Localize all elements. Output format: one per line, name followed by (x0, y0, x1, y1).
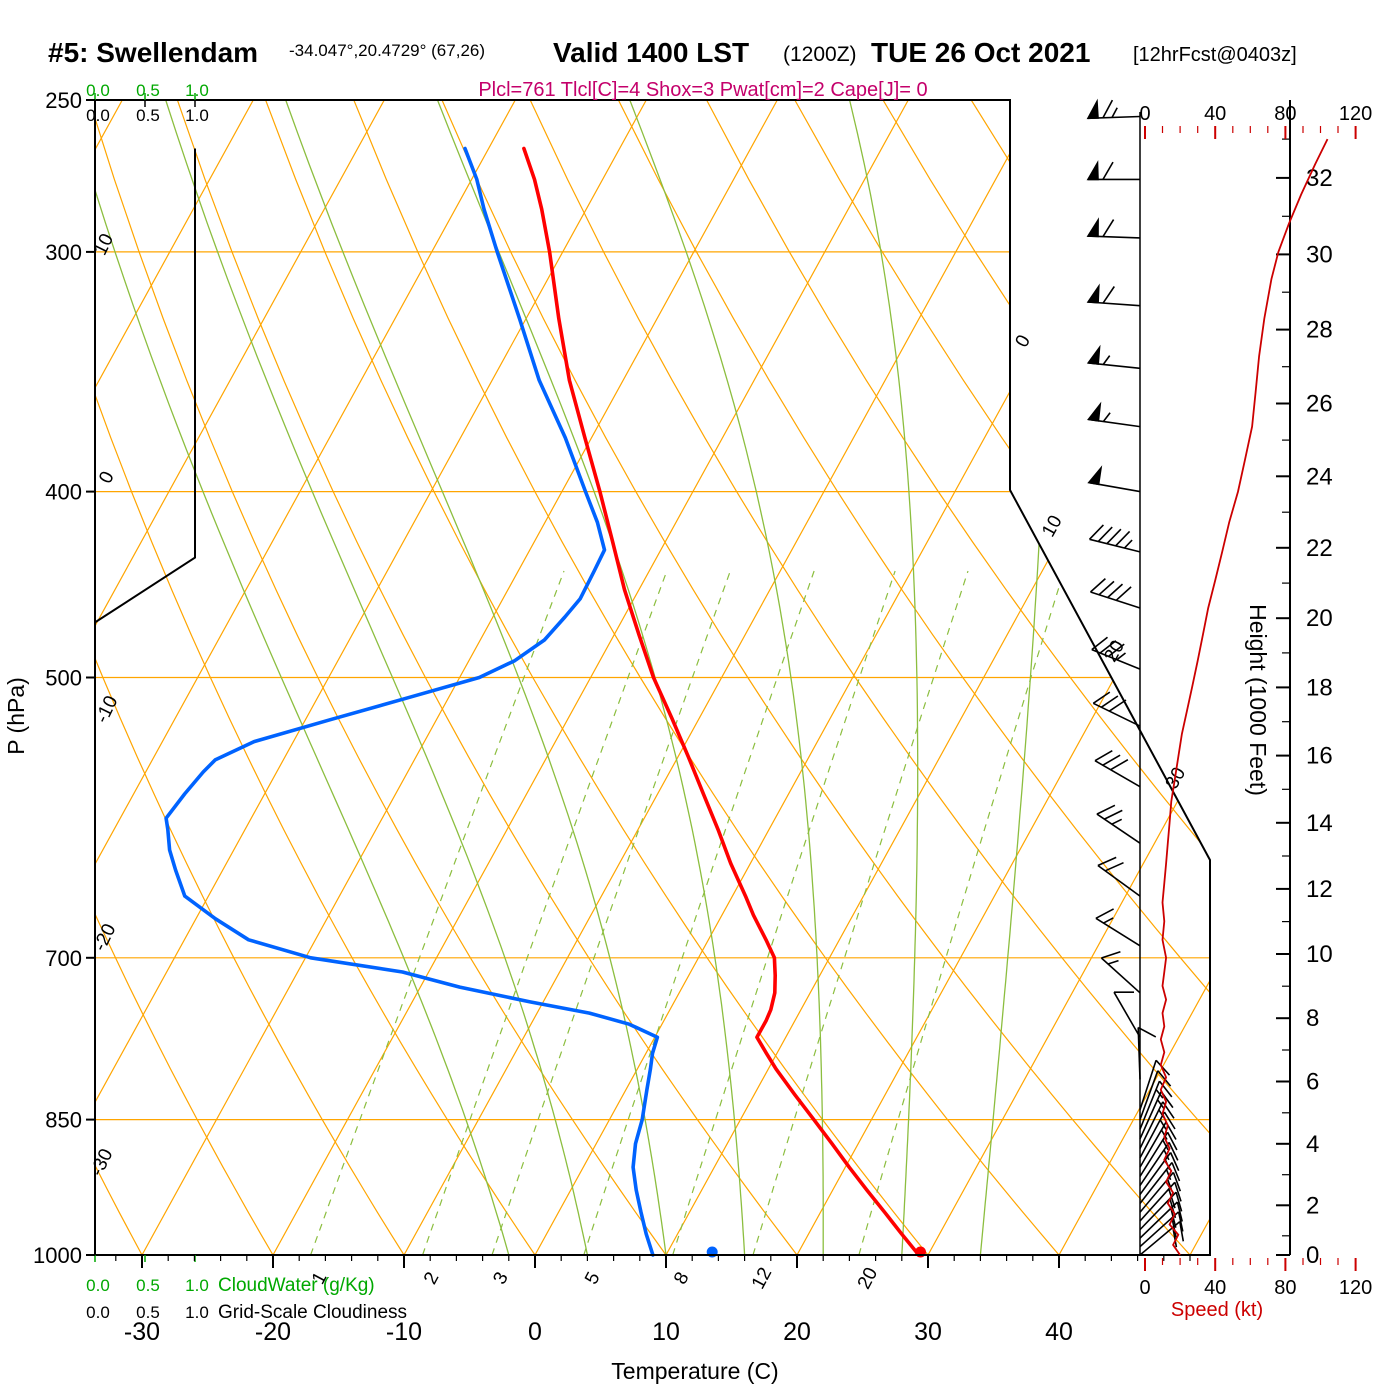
temperature-tick-label: -10 (386, 1318, 422, 1346)
isotherm-label: 0 (1012, 332, 1035, 351)
cloudiness-scale-05: 0.5 (136, 106, 160, 125)
height-tick-label: 10 (1306, 941, 1333, 968)
cloudwater-axis-label: CloudWater (g/Kg) (218, 1275, 375, 1296)
temperature-tick-label: 0 (528, 1318, 542, 1346)
height-tick-label: 30 (1306, 241, 1333, 268)
temperature-tick-label: 30 (914, 1318, 942, 1346)
pressure-tick-label: 250 (45, 88, 82, 113)
mixing-ratio-label: 2 (420, 1269, 444, 1288)
title-coordinates: -34.047°,20.4729° (67,26) (289, 41, 485, 60)
height-tick-label: 32 (1306, 165, 1333, 192)
height-tick-label: 24 (1306, 463, 1333, 490)
cloudwater-scale-0: 0.0 (86, 81, 110, 100)
temperature-tick-label: 10 (652, 1318, 680, 1346)
mixing-ratio-label: 20 (854, 1264, 882, 1293)
mixing-ratio-label: 8 (670, 1269, 694, 1288)
cloudiness-bottom-0: 0.0 (86, 1303, 110, 1322)
temperature-axis-label: Temperature (C) (611, 1358, 778, 1384)
sounding-indices-line: Plcl=761 Tlcl[C]=4 Shox=3 Pwat[cm]=2 Cap… (478, 79, 927, 101)
title-date: TUE 26 Oct 2021 (871, 37, 1090, 68)
cloudwater-scale-1: 1.0 (185, 81, 209, 100)
mixing-ratio-lines (310, 570, 1065, 1255)
speed-tick-label-bottom: 0 (1139, 1277, 1150, 1299)
cloudiness-curve (94, 148, 196, 624)
height-tick-label: 14 (1306, 810, 1333, 837)
height-tick-label: 18 (1306, 674, 1333, 701)
pressure-tick-label: 300 (45, 240, 82, 265)
pressure-tick-label: 500 (45, 666, 82, 691)
temperature-tick-label: 20 (783, 1318, 811, 1346)
mixing-ratio-label: 3 (489, 1269, 513, 1288)
cloudiness-axis-label: Grid-Scale Cloudiness (218, 1302, 407, 1323)
cloudiness-scale-0: 0.0 (86, 106, 110, 125)
height-tick-label: 12 (1306, 876, 1333, 903)
pressure-tick-label: 1000 (33, 1243, 82, 1268)
height-tick-label: 22 (1306, 535, 1333, 562)
pressure-axis-label: P (hPa) (3, 677, 29, 755)
dry-adiabat-label: 0 (95, 468, 119, 487)
temperature-tick-label: -30 (124, 1318, 160, 1346)
cloudiness-bottom-1: 1.0 (185, 1303, 209, 1322)
cloudwater-scale-05: 0.5 (136, 81, 160, 100)
title-forecast-tag: [12hrFcst@0403z] (1133, 44, 1297, 66)
title-zulu-time: (1200Z) (783, 43, 857, 66)
cloudiness-bottom-05: 0.5 (136, 1303, 160, 1322)
height-tick-label: 4 (1306, 1131, 1319, 1158)
speed-axis-label: Speed (kt) (1171, 1299, 1263, 1321)
skewt-grid (95, 100, 1210, 1255)
pressure-tick-label: 850 (45, 1108, 82, 1133)
mixing-ratio-label: 12 (748, 1264, 776, 1293)
mixing-ratio-label: 5 (581, 1269, 605, 1288)
height-tick-label: 8 (1306, 1005, 1319, 1032)
height-axis-label: Height (1000 Feet) (1245, 604, 1271, 796)
height-tick-label: 26 (1306, 391, 1333, 418)
cloudiness-scale-1: 1.0 (185, 106, 209, 125)
dry-adiabat-label: -30 (87, 1146, 118, 1180)
pressure-axis: 250 300 400 500 700 850 1000 (33, 88, 95, 1268)
wind-barbs (1086, 98, 1185, 1256)
wind-speed-curve (1159, 138, 1329, 1256)
speed-tick-label-bottom: 120 (1339, 1277, 1372, 1299)
speed-tick-label-top: 120 (1339, 103, 1372, 125)
speed-tick-label-bottom: 80 (1274, 1277, 1296, 1299)
pressure-gridlines (95, 251, 1210, 1121)
height-tick-label: 6 (1306, 1069, 1319, 1096)
dry-adiabat-label: -10 (92, 693, 123, 727)
height-tick-label: 28 (1306, 317, 1333, 344)
pressure-tick-label: 700 (45, 946, 82, 971)
speed-tick-label-bottom: 40 (1204, 1277, 1226, 1299)
speed-tick-label-top: 0 (1139, 103, 1150, 125)
temperature-tick-label: 40 (1045, 1318, 1073, 1346)
cloudwater-bottom-1: 1.0 (185, 1276, 209, 1295)
temperature-tick-label: -20 (255, 1318, 291, 1346)
cloudwater-bottom-0: 0.0 (86, 1276, 110, 1295)
temperature-curve (522, 146, 921, 1257)
pressure-tick-label: 400 (45, 480, 82, 505)
cloudwater-bottom-05: 0.5 (136, 1276, 160, 1295)
dewpoint-curve (164, 146, 660, 1257)
skewt-render-root: 100-10-20-300102030123581220250300400500… (33, 88, 1372, 1346)
height-tick-label: 20 (1306, 605, 1333, 632)
speed-tick-label-top: 40 (1204, 103, 1226, 125)
cloud-scale-ticks (94, 93, 196, 1262)
temperature-axis: -30 -20 -10 0 10 20 30 40 (115, 1255, 1191, 1346)
isotherm-label: 10 (1038, 512, 1067, 541)
title-valid-time: Valid 1400 LST (553, 37, 749, 68)
height-tick-label: 0 (1306, 1242, 1319, 1269)
title-station: #5: Swellendam (48, 37, 258, 68)
speed-tick-label-top: 80 (1274, 103, 1296, 125)
height-tick-label: 2 (1306, 1192, 1319, 1219)
height-tick-label: 16 (1306, 743, 1333, 770)
